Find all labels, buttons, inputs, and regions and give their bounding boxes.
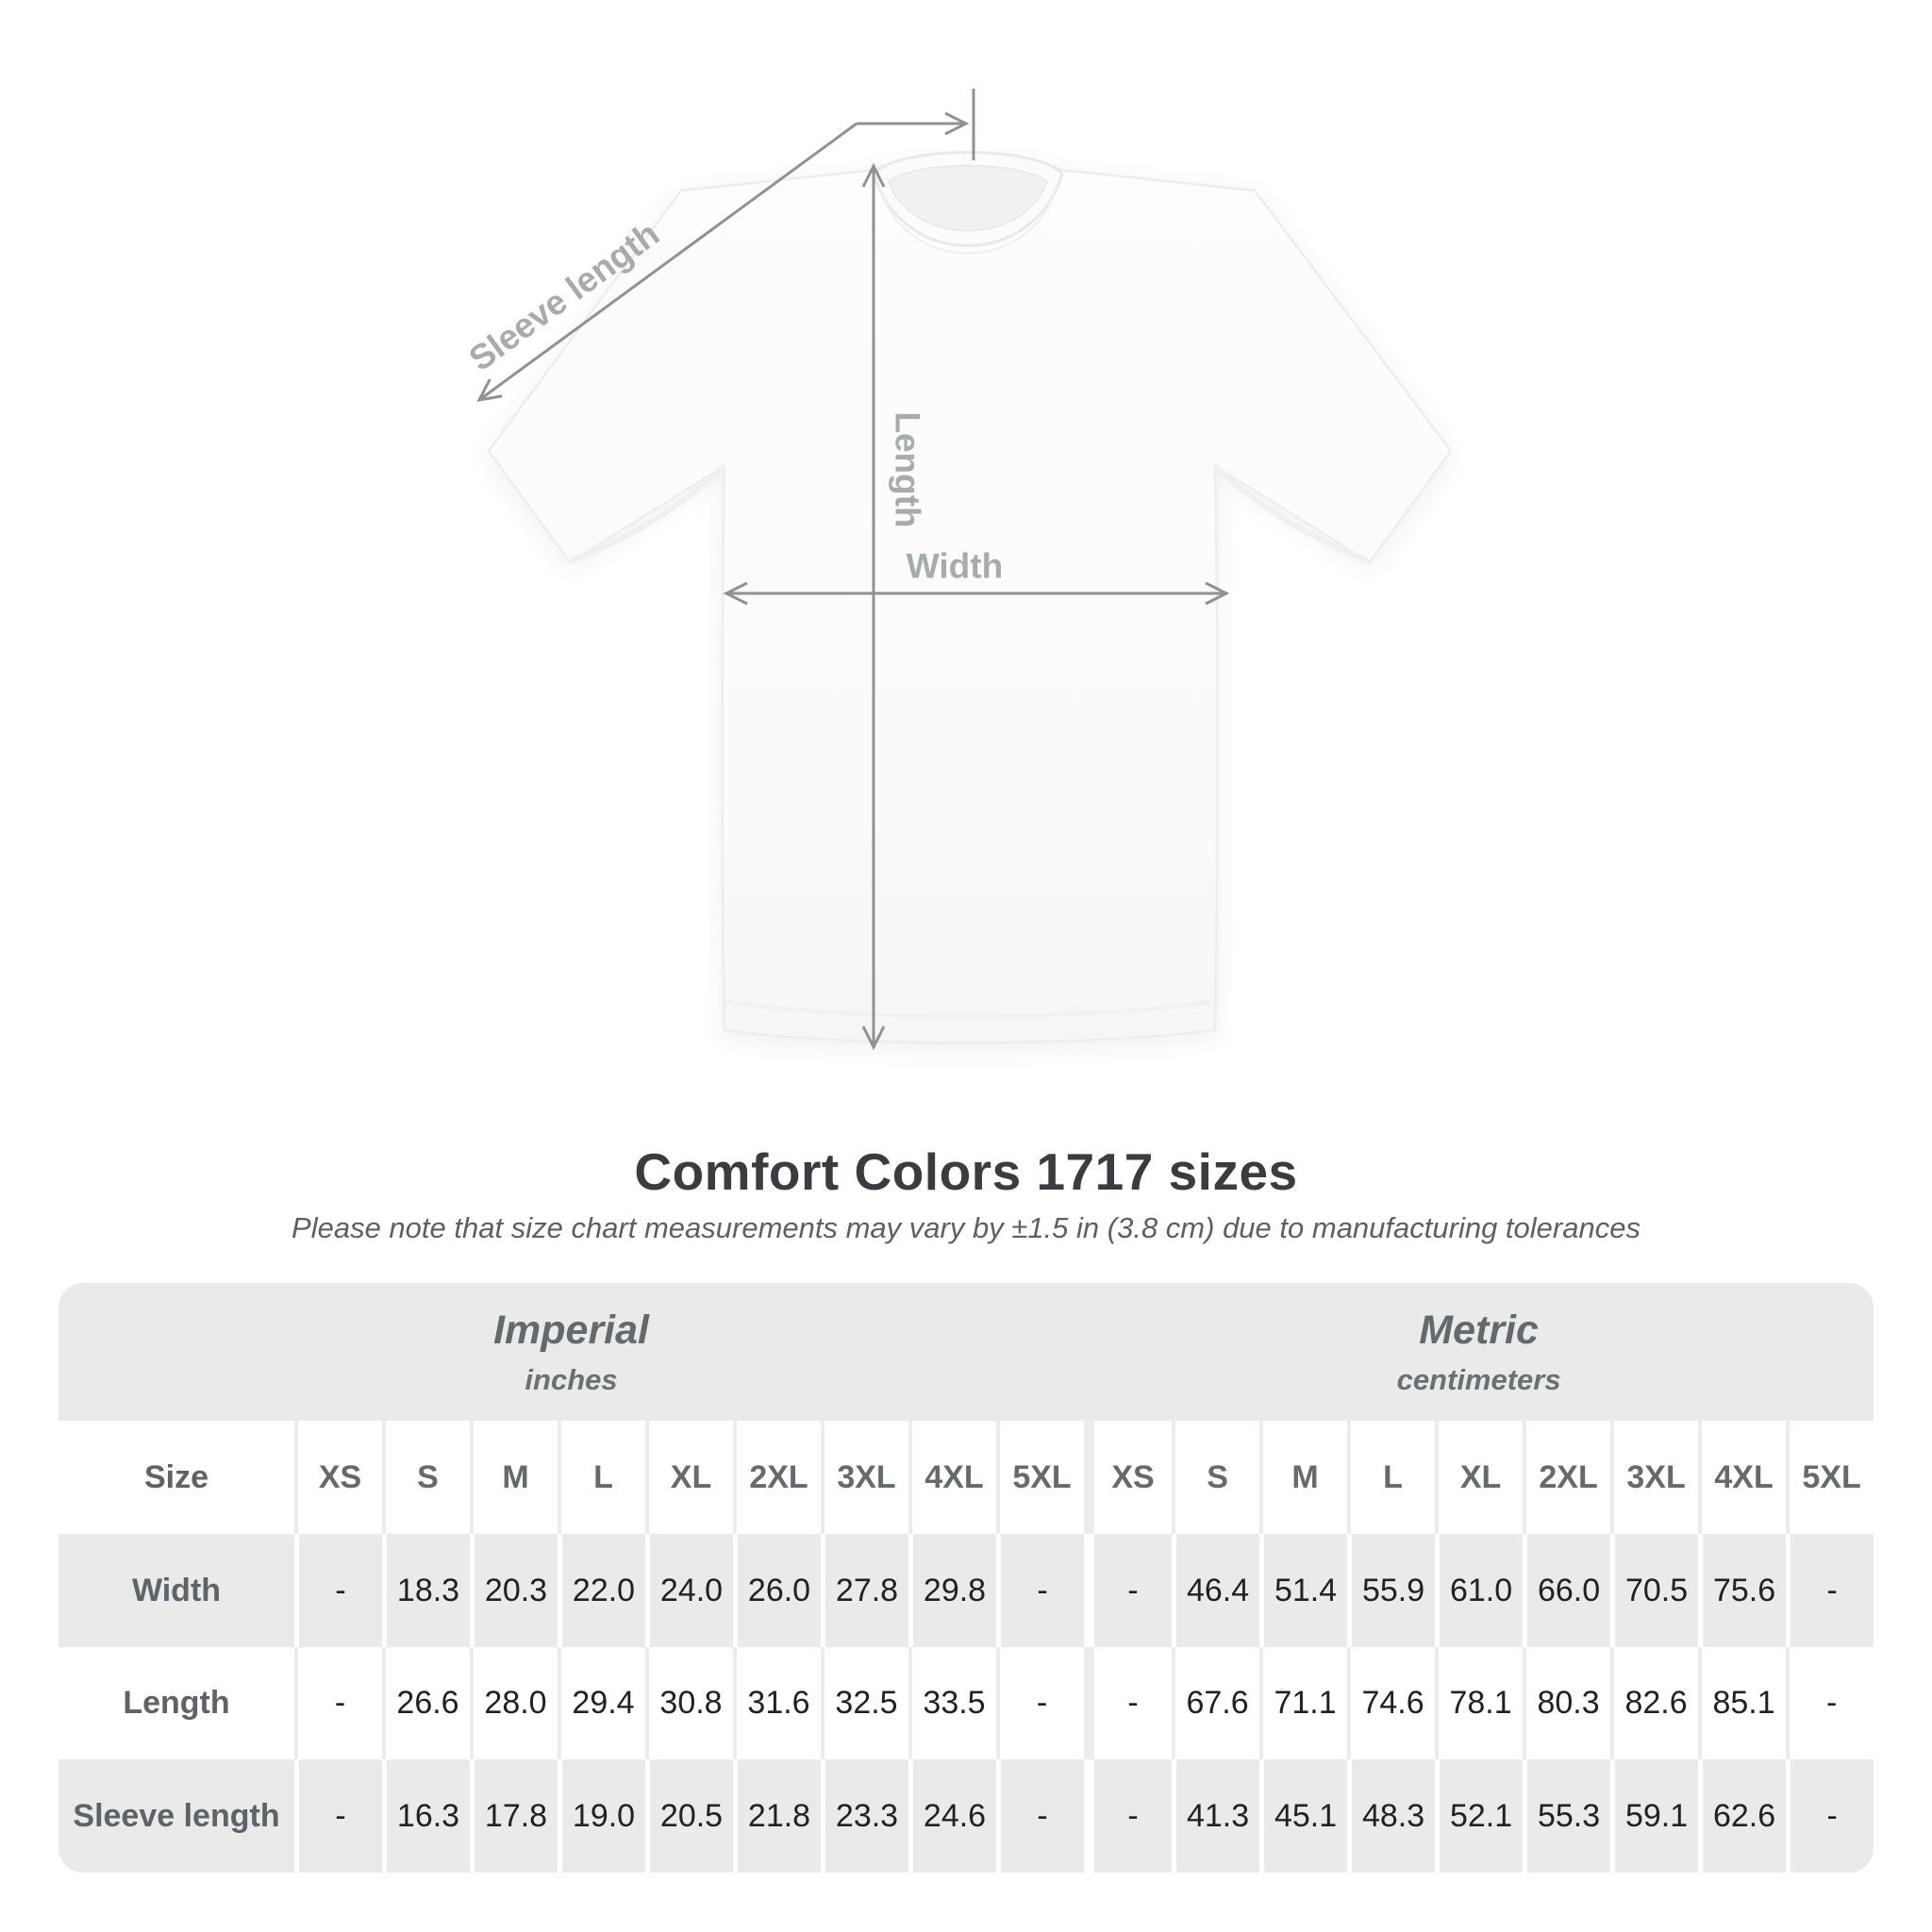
cell-width-imperial-4xl: 29.8	[908, 1534, 996, 1647]
cell-sleeve-length-imperial-xl: 20.5	[645, 1759, 733, 1873]
cell-sleeve-length-imperial-4xl: 24.6	[908, 1759, 996, 1873]
cell-length-imperial-s: 26.6	[382, 1647, 470, 1759]
cell-width-metric-xs: -	[1084, 1534, 1173, 1647]
cell-sleeve-length-imperial-xs: -	[294, 1759, 382, 1873]
size-col-imperial-s: S	[382, 1421, 470, 1534]
unit-group-row: Imperial inches Metric centimeters	[58, 1283, 1874, 1421]
size-col-imperial-xs: XS	[294, 1421, 382, 1534]
tshirt-diagram-svg: Sleeve length Length Width	[462, 89, 1453, 1051]
cell-sleeve-length-metric-s: 41.3	[1172, 1759, 1260, 1873]
cell-sleeve-length-metric-xl: 52.1	[1435, 1759, 1524, 1873]
cell-width-imperial-xs: -	[294, 1534, 382, 1647]
cell-width-metric-s: 46.4	[1172, 1534, 1260, 1647]
imperial-unit: inches	[525, 1362, 618, 1396]
size-col-metric-l: L	[1347, 1421, 1436, 1534]
cell-width-metric-2xl: 66.0	[1523, 1534, 1611, 1647]
cell-sleeve-length-imperial-m: 17.8	[470, 1759, 558, 1873]
length-label: Length	[889, 411, 927, 527]
imperial-group-header: Imperial inches	[58, 1283, 1085, 1421]
cell-length-metric-2xl: 80.3	[1523, 1647, 1611, 1759]
cell-sleeve-length-metric-3xl: 59.1	[1610, 1759, 1699, 1873]
measurement-arrows	[476, 89, 1230, 1051]
metric-label: Metric	[1419, 1307, 1539, 1353]
cell-sleeve-length-metric-5xl: -	[1786, 1759, 1874, 1873]
cell-width-metric-3xl: 70.5	[1610, 1534, 1699, 1647]
cell-width-imperial-xl: 24.0	[645, 1534, 733, 1647]
size-col-metric-xs: XS	[1084, 1421, 1173, 1534]
cell-length-metric-5xl: -	[1786, 1647, 1874, 1759]
cell-sleeve-length-metric-2xl: 55.3	[1523, 1759, 1611, 1873]
cell-sleeve-length-imperial-l: 19.0	[558, 1759, 645, 1873]
cell-length-metric-xl: 78.1	[1435, 1647, 1524, 1759]
cell-length-metric-xs: -	[1084, 1647, 1173, 1759]
page-title: Comfort Colors 1717 sizes	[634, 1142, 1298, 1201]
cell-sleeve-length-metric-4xl: 62.6	[1698, 1759, 1787, 1873]
metric-unit: centimeters	[1396, 1362, 1561, 1396]
size-col-metric-3xl: 3XL	[1610, 1421, 1699, 1534]
size-col-metric-2xl: 2XL	[1523, 1421, 1611, 1534]
row-label-width: Width	[58, 1534, 294, 1647]
cell-width-metric-5xl: -	[1786, 1534, 1874, 1647]
size-col-metric-s: S	[1172, 1421, 1260, 1534]
size-table-body: Width -18.3 20.3 22.0 24.0 26.0 27.8 29.8- -46.4…	[58, 1534, 1874, 1873]
sleeve-length-arrow-diagonal	[476, 122, 858, 402]
cell-width-imperial-3xl: 27.8	[821, 1534, 908, 1647]
cell-width-metric-4xl: 75.6	[1698, 1534, 1787, 1647]
cell-length-imperial-xs: -	[294, 1647, 382, 1759]
size-col-imperial-2xl: 2XL	[733, 1421, 821, 1534]
size-header-row: Size XS S M L XL 2XL 3XL 4XL 5XL XS S M L XL 2XL 3XL 4XL 5…	[58, 1421, 1874, 1534]
cell-length-imperial-xl: 30.8	[645, 1647, 733, 1759]
table-row: Sleeve length -16.3 17.8 19.0 20.5 21.8 23.3 24…	[58, 1759, 1874, 1873]
size-col-metric-4xl: 4XL	[1698, 1421, 1787, 1534]
tshirt-measurement-diagram: Sleeve length Length Width	[462, 89, 1453, 1051]
cell-sleeve-length-imperial-5xl: -	[996, 1759, 1085, 1873]
width-label: Width	[907, 547, 1003, 586]
size-column-header: Size	[58, 1421, 294, 1534]
cell-sleeve-length-imperial-2xl: 21.8	[733, 1759, 821, 1873]
cell-length-metric-3xl: 82.6	[1610, 1647, 1699, 1759]
size-col-metric-m: M	[1259, 1421, 1348, 1534]
cell-length-metric-l: 74.6	[1347, 1647, 1436, 1759]
cell-width-imperial-m: 20.3	[470, 1534, 558, 1647]
cell-sleeve-length-metric-xs: -	[1084, 1759, 1173, 1873]
cell-sleeve-length-imperial-s: 16.3	[382, 1759, 470, 1873]
size-col-imperial-xl: XL	[645, 1421, 733, 1534]
size-col-imperial-m: M	[470, 1421, 558, 1534]
cell-width-metric-m: 51.4	[1259, 1534, 1348, 1647]
cell-length-imperial-2xl: 31.6	[733, 1647, 821, 1759]
size-col-imperial-3xl: 3XL	[821, 1421, 908, 1534]
tolerance-note: Please note that size chart measurements…	[291, 1211, 1641, 1244]
cell-sleeve-length-metric-m: 45.1	[1259, 1759, 1348, 1873]
cell-width-metric-l: 55.9	[1347, 1534, 1436, 1647]
cell-length-metric-m: 71.1	[1259, 1647, 1348, 1759]
metric-group-header: Metric centimeters	[1084, 1283, 1874, 1421]
cell-length-imperial-m: 28.0	[470, 1647, 558, 1759]
table-row: Length -26.6 28.0 29.4 30.8 31.6 32.5 33.5- -67.…	[58, 1647, 1874, 1759]
cell-length-imperial-3xl: 32.5	[821, 1647, 908, 1759]
cell-length-metric-4xl: 85.1	[1698, 1647, 1787, 1759]
size-col-imperial-5xl: 5XL	[996, 1421, 1085, 1534]
imperial-label: Imperial	[493, 1307, 649, 1353]
size-col-metric-xl: XL	[1435, 1421, 1524, 1534]
cell-length-imperial-l: 29.4	[558, 1647, 645, 1759]
cell-length-metric-s: 67.6	[1172, 1647, 1260, 1759]
cell-sleeve-length-metric-l: 48.3	[1347, 1759, 1436, 1873]
cell-length-imperial-4xl: 33.5	[908, 1647, 996, 1759]
size-table: Imperial inches Metric centimeters Size X…	[58, 1283, 1874, 1873]
cell-length-imperial-5xl: -	[996, 1647, 1085, 1759]
cell-width-metric-xl: 61.0	[1435, 1534, 1524, 1647]
row-label-sleeve-length: Sleeve length	[58, 1759, 294, 1873]
size-col-metric-5xl: 5XL	[1786, 1421, 1874, 1534]
size-col-imperial-l: L	[558, 1421, 645, 1534]
cell-width-imperial-s: 18.3	[382, 1534, 470, 1647]
size-col-imperial-4xl: 4XL	[908, 1421, 996, 1534]
row-label-length: Length	[58, 1647, 294, 1759]
cell-sleeve-length-imperial-3xl: 23.3	[821, 1759, 908, 1873]
cell-width-imperial-5xl: -	[996, 1534, 1085, 1647]
table-row: Width -18.3 20.3 22.0 24.0 26.0 27.8 29.8- -46.4…	[58, 1534, 1874, 1647]
cell-width-imperial-l: 22.0	[558, 1534, 645, 1647]
cell-width-imperial-2xl: 26.0	[733, 1534, 821, 1647]
